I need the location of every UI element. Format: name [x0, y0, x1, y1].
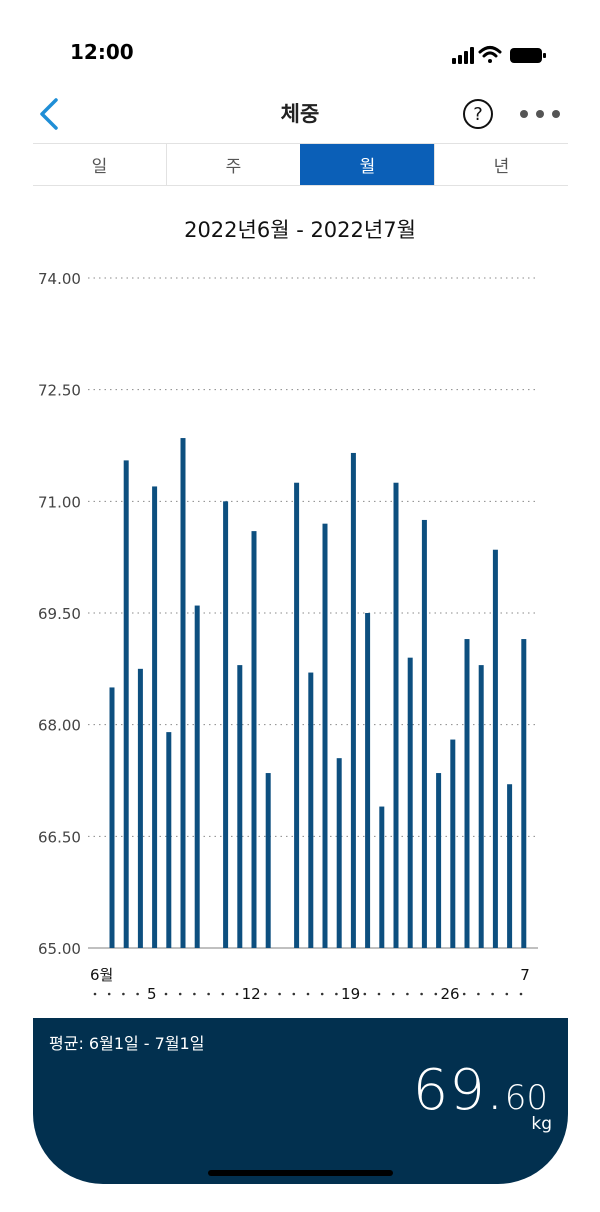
bar-day-12 — [265, 773, 271, 948]
tab-year[interactable]: 년 — [434, 144, 568, 185]
x-axis-dot — [178, 992, 182, 996]
bar-day-22 — [407, 657, 413, 948]
x-axis-dot — [406, 992, 409, 996]
home-indicator — [208, 1170, 393, 1176]
svg-text:?: ? — [473, 104, 483, 125]
x-axis-dot — [420, 992, 423, 996]
period-tabs: 일 주 월 년 — [33, 143, 568, 186]
bar-day-11 — [251, 531, 257, 948]
x-axis-dot — [264, 992, 267, 996]
bar-day-15 — [308, 672, 314, 948]
bar-day-7 — [194, 605, 200, 948]
bar-day-27 — [478, 665, 484, 948]
x-axis-dot — [519, 992, 523, 996]
signal-icon — [452, 47, 474, 64]
bar-day-29 — [507, 784, 513, 948]
x-axis-dot — [278, 992, 281, 996]
x-tick-label: 5 — [147, 985, 157, 1003]
tab-month[interactable]: 월 — [300, 144, 434, 185]
tab-week[interactable]: 주 — [166, 144, 300, 185]
wifi-icon — [478, 46, 502, 63]
average-value-decimal: 60 — [504, 1078, 548, 1118]
bar-day-2 — [123, 460, 129, 948]
x-axis-dot — [207, 992, 210, 996]
bar-day-24 — [436, 773, 442, 948]
y-tick-label: 74.00 — [38, 270, 81, 288]
page-title: 체중 — [280, 102, 320, 126]
status-time: 12:00 — [70, 40, 134, 64]
average-summary-panel: 평균: 6월1일 - 7월1일 69.60 kg — [33, 1018, 568, 1184]
bar-day-3 — [137, 668, 143, 948]
status-icons — [452, 46, 546, 64]
x-axis-dot — [391, 992, 395, 996]
bar-day-14 — [294, 482, 300, 948]
bar-day-30 — [521, 639, 527, 948]
y-tick-label: 66.50 — [38, 828, 81, 846]
y-tick-label: 65.00 — [38, 940, 81, 958]
x-axis-dot — [164, 992, 168, 996]
x-tick-label: 12 — [242, 985, 261, 1003]
x-axis-dot — [292, 992, 296, 996]
bar-day-10 — [237, 665, 243, 948]
x-axis-dot — [434, 992, 438, 996]
x-axis-dot — [122, 992, 125, 996]
x-axis-dot — [221, 992, 225, 996]
battery-icon — [510, 48, 546, 63]
date-range-title: 2022년6월 - 2022년7월 — [184, 218, 416, 242]
x-axis-dot — [377, 992, 381, 996]
x-axis-dot — [235, 992, 239, 996]
x-tick-label: 26 — [440, 985, 459, 1003]
bar-day-9 — [223, 501, 229, 948]
bar-day-19 — [365, 613, 371, 948]
weight-bar-chart: 74.00 72.50 71.00 69.50 68.00 66.50 65.00 6월 5 12… — [38, 270, 538, 1003]
x-tick-label: 6월 — [90, 966, 113, 984]
bar-day-26 — [464, 639, 470, 948]
bar-day-1 — [109, 687, 115, 948]
bar-day-4 — [152, 486, 158, 948]
bar-day-5 — [166, 732, 172, 948]
x-axis-dot — [320, 992, 324, 996]
bar-day-21 — [393, 482, 399, 948]
weight-unit: kg — [531, 1114, 552, 1134]
tab-day[interactable]: 일 — [91, 157, 108, 177]
x-axis-dot — [335, 992, 338, 996]
x-axis-dot — [136, 992, 139, 996]
x-axis-dot — [306, 992, 310, 996]
average-label: 평균: 6월1일 - 7월1일 — [49, 1034, 205, 1053]
x-tick-label: 7 — [520, 966, 530, 984]
bar-day-17 — [336, 758, 342, 948]
bar-day-20 — [379, 806, 385, 948]
more-horizontal-icon[interactable] — [518, 104, 562, 124]
x-axis-dot — [491, 992, 494, 996]
bar-day-18 — [350, 452, 356, 948]
x-axis-dot — [107, 992, 111, 996]
x-tick-label: 19 — [341, 985, 360, 1003]
x-axis-dot — [505, 992, 509, 996]
x-axis-dot — [462, 992, 466, 996]
x-axis-dot — [363, 992, 367, 996]
average-value-integer: 69. — [412, 1058, 505, 1123]
chevron-left-icon[interactable] — [36, 96, 66, 132]
bar-day-23 — [421, 519, 427, 948]
x-axis-dot — [477, 992, 480, 996]
y-tick-label: 69.50 — [38, 605, 81, 623]
x-axis-dot — [93, 992, 97, 996]
bar-day-16 — [322, 523, 328, 948]
bar-day-6 — [180, 438, 186, 948]
bar-day-25 — [450, 739, 456, 948]
help-circle-icon[interactable]: ? — [462, 98, 494, 130]
average-value: 69.60 — [413, 1058, 548, 1123]
y-tick-label: 68.00 — [38, 717, 81, 735]
bar-day-28 — [492, 549, 498, 948]
y-tick-label: 71.00 — [38, 493, 81, 511]
y-tick-label: 72.50 — [38, 382, 81, 400]
x-axis-dot — [193, 992, 196, 996]
